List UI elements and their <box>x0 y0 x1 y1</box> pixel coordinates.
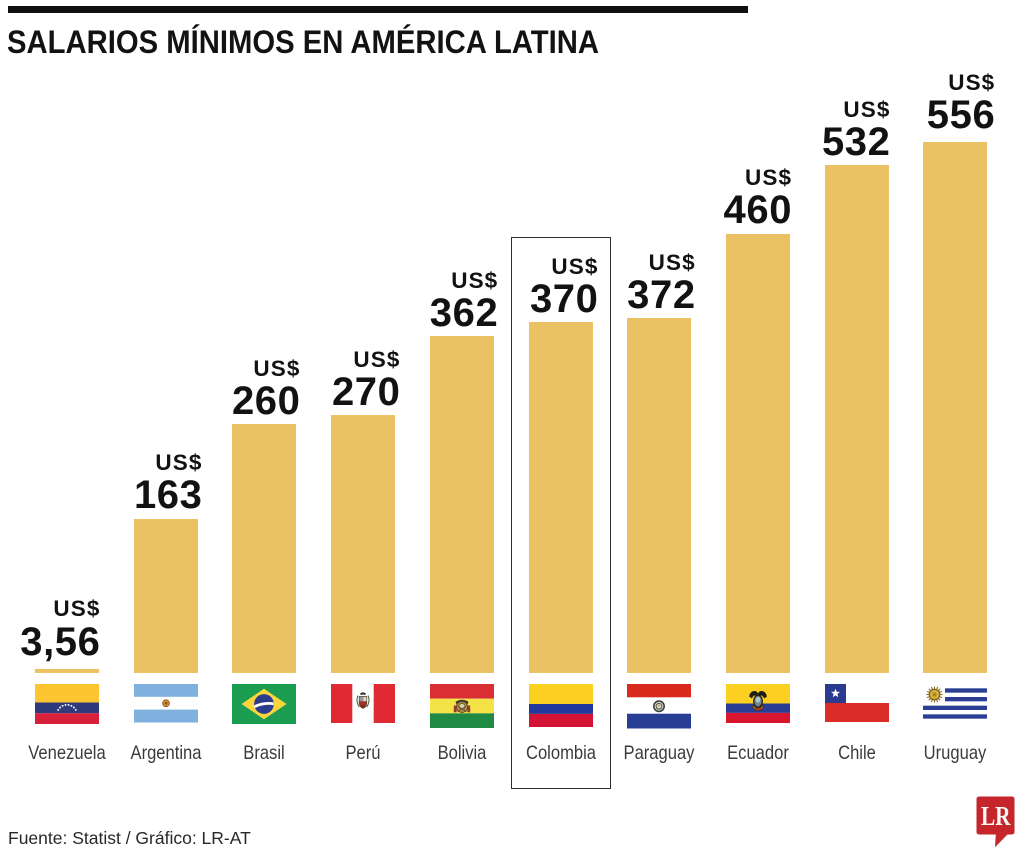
svg-text:LR: LR <box>981 800 1011 830</box>
